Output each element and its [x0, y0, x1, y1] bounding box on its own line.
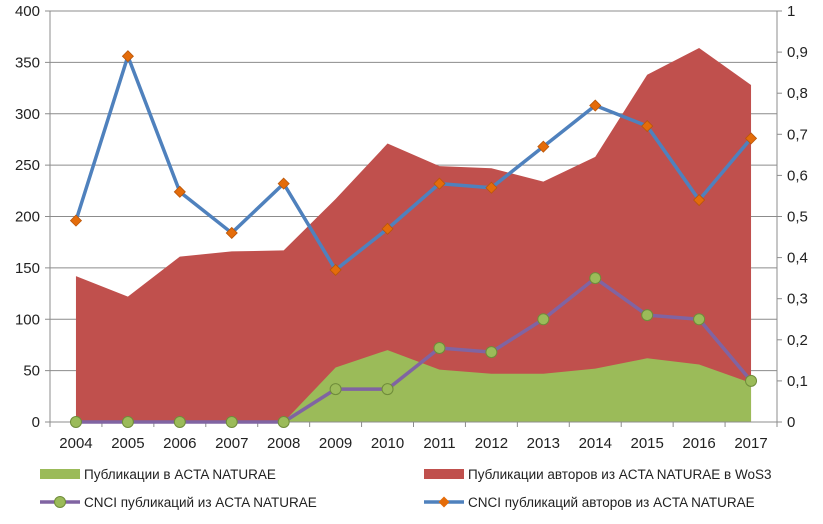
data-point-circle — [381, 383, 394, 396]
x-tick-label: 2014 — [579, 435, 612, 452]
legend-label: Публикации в ACTA NATURAE — [84, 467, 276, 482]
y-right-tick-label: 0,9 — [787, 44, 808, 61]
data-point-diamond — [537, 140, 550, 153]
data-point-circle — [121, 416, 134, 428]
data-point-circle — [693, 313, 706, 326]
data-point-diamond — [381, 222, 394, 235]
y-left-tick-label: 0 — [32, 414, 40, 431]
x-tick-label: 2013 — [527, 435, 560, 452]
data-point-circle — [745, 374, 758, 387]
y-right-tick-label: 0,2 — [787, 332, 808, 349]
tick-labels: 0 50 100 150 200 250 300 350 400 0 0,1 0,2 0,3 0,4 0,5… — [15, 3, 808, 452]
area-series-0 — [75, 47, 752, 423]
legend-marker-circle — [54, 496, 66, 508]
y-left-tick-label: 150 — [15, 260, 40, 277]
data-point-circle — [589, 272, 602, 285]
data-point-circle — [641, 309, 654, 322]
y-left-tick-label: 300 — [15, 106, 40, 123]
data-point-diamond — [329, 263, 342, 276]
y-right-tick-label: 0,1 — [787, 373, 808, 390]
x-tick-label: 2005 — [111, 435, 144, 452]
y-left-tick-label: 350 — [15, 54, 40, 71]
x-tick-label: 2017 — [734, 435, 767, 452]
legend: Публикации в ACTA NATURAE Публикации авто… — [40, 467, 771, 510]
data-point-circle — [433, 342, 446, 355]
y-right-tick-label: 0 — [787, 414, 795, 431]
data-point-diamond — [277, 177, 290, 190]
x-tick-label: 2009 — [319, 435, 352, 452]
area-series-1 — [75, 350, 752, 422]
x-tick-label: 2012 — [475, 435, 508, 452]
data-point-circle — [225, 416, 238, 428]
line-series — [69, 50, 758, 428]
data-point-diamond — [485, 181, 498, 194]
x-tick-label: 2008 — [267, 435, 300, 452]
area-series — [75, 47, 752, 423]
y-right-tick-label: 0,8 — [787, 85, 808, 102]
y-right-tick-label: 1 — [787, 3, 795, 20]
legend-label: Публикации авторов из ACTA NATURAE в WoS… — [468, 467, 771, 482]
data-point-diamond — [121, 50, 134, 63]
data-point-circle — [537, 313, 550, 326]
x-tick-label: 2006 — [163, 435, 196, 452]
line-series-3 — [75, 276, 753, 424]
data-point-diamond — [641, 120, 654, 133]
line-series-2 — [74, 54, 753, 272]
data-point-circle — [69, 416, 82, 428]
legend-label: CNCI публикаций авторов из ACTA NATURAE — [468, 495, 755, 510]
data-point-diamond — [589, 99, 602, 112]
data-point-diamond — [225, 226, 238, 240]
y-left-tick-label: 400 — [15, 3, 40, 20]
legend-swatch — [424, 469, 464, 479]
legend-swatch — [40, 469, 80, 479]
data-point-diamond — [173, 185, 186, 198]
y-right-tick-label: 0,5 — [787, 209, 808, 226]
x-tick-label: 2010 — [371, 435, 404, 452]
y-left-tick-label: 50 — [23, 363, 40, 380]
data-point-circle — [173, 416, 186, 428]
x-tick-label: 2011 — [423, 435, 455, 452]
data-point-circle — [485, 346, 498, 359]
data-point-circle — [277, 416, 290, 428]
data-point-circle — [329, 383, 342, 396]
data-point-diamond — [744, 132, 758, 145]
data-point-diamond — [69, 214, 83, 227]
x-tick-label: 2004 — [59, 435, 92, 452]
x-tick-label: 2016 — [682, 435, 715, 452]
x-tick-label: 2007 — [215, 435, 248, 452]
data-point-diamond — [433, 177, 446, 190]
y-left-tick-label: 200 — [15, 209, 40, 226]
y-right-tick-label: 0,7 — [787, 126, 808, 143]
x-tick-label: 2015 — [630, 435, 663, 452]
y-left-tick-label: 100 — [15, 311, 40, 328]
y-right-tick-label: 0,3 — [787, 291, 808, 308]
data-point-diamond — [693, 193, 706, 207]
legend-marker-diamond — [438, 496, 450, 508]
y-right-tick-label: 0,6 — [787, 167, 808, 184]
y-right-tick-label: 0,4 — [787, 250, 808, 267]
y-left-tick-label: 250 — [15, 157, 40, 174]
legend-label: CNCI публикаций из ACTA NATURAE — [84, 495, 317, 510]
